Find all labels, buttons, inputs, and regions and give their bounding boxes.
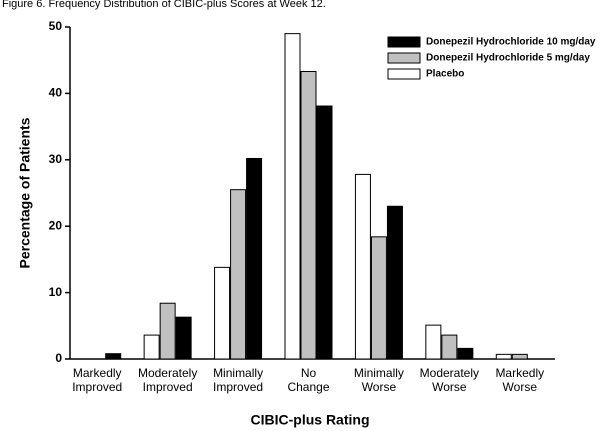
y-tick-label: 40 (49, 86, 63, 100)
x-axis-label: CIBIC-plus Rating (251, 412, 370, 428)
bar (284, 33, 301, 360)
x-tick-label: Minimally Worse (354, 366, 404, 394)
bar (354, 173, 371, 360)
x-tick-label: Markedly Worse (495, 366, 544, 394)
y-tick-label: 0 (55, 351, 62, 365)
bar (441, 334, 458, 360)
legend-swatch (387, 68, 421, 80)
legend-label: Donepezil Hydrochloride 10 mg/day (426, 37, 596, 48)
bar (386, 205, 403, 360)
legend-swatch (387, 36, 421, 48)
bar (370, 236, 387, 360)
y-tick-label: 30 (49, 152, 63, 166)
bar (159, 302, 176, 360)
bar (457, 347, 474, 360)
chart-title: Figure 6. Frequency Distribution of CIBI… (2, 0, 326, 10)
bar (511, 353, 528, 360)
bar (175, 316, 192, 360)
legend-swatch (387, 52, 421, 64)
bar (246, 157, 263, 360)
x-tick-label: Moderately Improved (138, 366, 197, 394)
bar (425, 324, 442, 360)
bar (316, 105, 333, 360)
bar (105, 353, 122, 360)
bar (495, 353, 512, 360)
bar (230, 189, 247, 360)
y-tick-label: 20 (49, 218, 63, 232)
x-tick-label: No Change (287, 366, 329, 394)
bar (143, 334, 160, 360)
y-tick-label: 10 (49, 285, 63, 299)
x-tick-label: Minimally Improved (213, 366, 263, 394)
legend-label: Placebo (426, 69, 464, 80)
legend-label: Donepezil Hydrochloride 5 mg/day (426, 53, 590, 64)
x-tick-label: Moderately Worse (420, 366, 479, 394)
x-tick-label: Markedly Improved (72, 366, 122, 394)
y-axis-label: Percentage of Patients (17, 117, 33, 268)
y-tick-label: 50 (49, 19, 63, 33)
bar (214, 266, 231, 360)
bar (300, 70, 317, 360)
